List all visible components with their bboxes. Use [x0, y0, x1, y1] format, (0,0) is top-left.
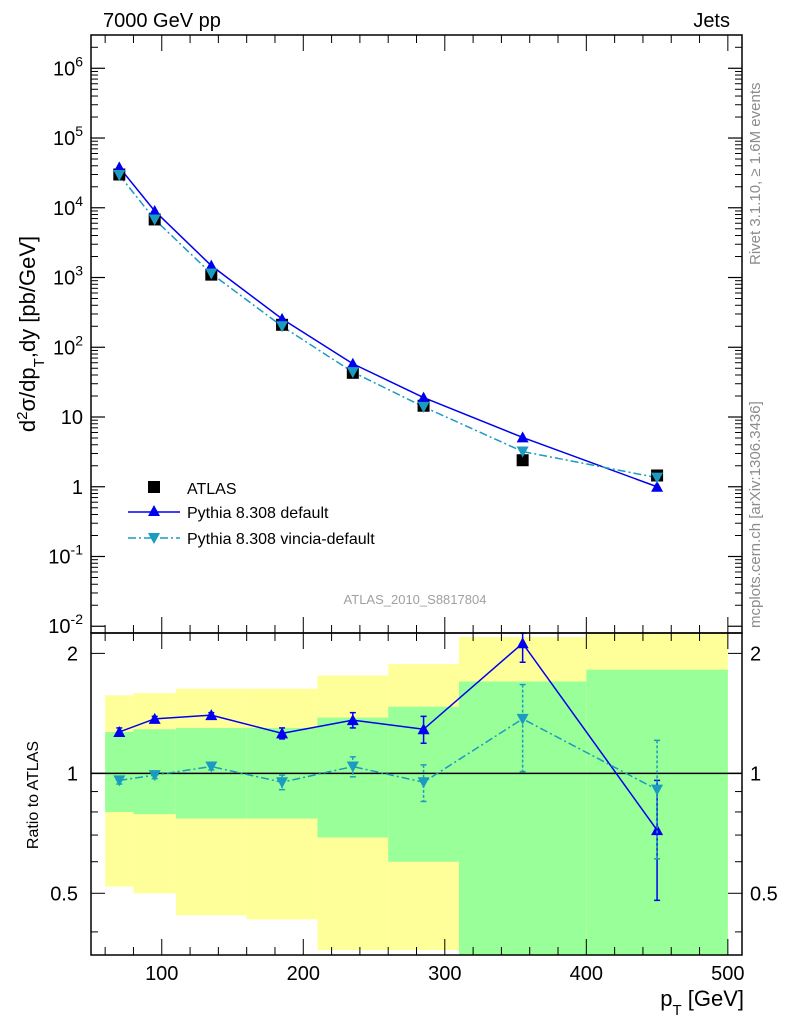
default-data-point [516, 431, 529, 443]
default-data-point [148, 204, 161, 216]
default-data-point [113, 161, 126, 173]
x-tick-label: 100 [145, 963, 178, 985]
ratio-vincia-point [417, 777, 430, 789]
analysis-label: ATLAS_2010_S8817804 [344, 592, 487, 607]
main-y-tick-label: 103 [53, 263, 83, 290]
ratio-vincia-point [516, 713, 529, 725]
ratio-default-point [148, 712, 161, 724]
vincia-data-point [148, 214, 161, 226]
x-tick-label: 300 [428, 963, 461, 985]
main-y-tick-label: 102 [53, 332, 83, 359]
legend-atlas-marker [148, 481, 160, 493]
main-y-tick-label: 1 [72, 477, 83, 499]
legend: ATLAS Pythia 8.308 default Pythia 8.308 … [128, 481, 375, 548]
main-series-line [118, 166, 658, 488]
ratio-default-point [205, 709, 218, 721]
vincia-data-point [113, 170, 126, 182]
main-y-axis-label: d2σ/dpT,dy [pb/GeV] [14, 236, 48, 432]
ratio-y-tick-label-right: 1 [750, 763, 761, 785]
ratio-default-point [417, 723, 430, 735]
x-axis-label: pT [GeV] [660, 986, 744, 1019]
ratio-y-tick-label: 1 [67, 763, 78, 785]
legend-atlas-label: ATLAS [187, 481, 237, 498]
header-right-label: Jets [693, 10, 730, 32]
ratio-default-point [346, 714, 359, 726]
x-tick-label: 400 [570, 963, 603, 985]
main-y-tick-label: 10 [61, 407, 83, 429]
band-layer [105, 633, 728, 955]
vincia-data-point [276, 321, 289, 333]
vincia-data-point [205, 268, 218, 280]
vincia-data-point [346, 367, 359, 379]
x-tick-label: 200 [287, 963, 320, 985]
default-data-point [205, 259, 218, 271]
ratio-y-axis-label: Ratio to ATLAS [25, 741, 42, 849]
ratio-y-tick-label: 0.5 [50, 883, 78, 905]
vincia-data-point [651, 472, 664, 484]
default-data-point [276, 312, 289, 324]
default-data-point [417, 391, 430, 403]
x-tick-label: 500 [711, 963, 744, 985]
ratio-vincia-point [205, 761, 218, 773]
mcplots-label: mcplots.cern.ch [arXiv:1306.3436] [747, 401, 764, 628]
default-data-point [346, 357, 359, 369]
main-y-tick-label: 10-2 [48, 611, 83, 638]
main-y-tick-label: 10-1 [48, 541, 83, 568]
ratio-y-tick-label-right: 0.5 [750, 883, 778, 905]
vincia-data-point [516, 446, 529, 458]
legend-default-label: Pythia 8.308 default [187, 505, 329, 522]
vincia-data-point [417, 401, 430, 413]
ratio-default-point [276, 727, 289, 739]
ratio-default-point [516, 637, 529, 649]
main-series-line [118, 174, 658, 479]
ratio-vincia-point [346, 761, 359, 773]
header-left-label: 7000 GeV pp [103, 10, 221, 32]
ratio-vincia-point [148, 770, 161, 782]
ratio-vincia-point [113, 775, 126, 787]
main-y-tick-label: 106 [53, 53, 83, 80]
main-y-tick-label: 105 [53, 123, 83, 150]
default-data-point [651, 480, 664, 492]
ratio-default-point [113, 725, 126, 737]
ratio-y-tick-label-right: 2 [750, 643, 761, 665]
rivet-version-label: Rivet 3.1.10, ≥ 1.6M events [747, 83, 764, 266]
ratio-vincia-point [276, 777, 289, 789]
ratio-series-line [119, 642, 658, 831]
legend-vincia-marker [148, 533, 160, 544]
ratio-default-point [651, 824, 664, 836]
atlas-data-point [516, 454, 529, 467]
main-y-tick-label: 104 [53, 193, 83, 220]
ratio-y-tick-label: 2 [67, 643, 78, 665]
band-inner-bin [105, 731, 134, 812]
ratio-vincia-point [651, 784, 664, 796]
legend-default-marker [148, 505, 160, 516]
ratio-panel-frame [90, 632, 743, 956]
series-layer [113, 161, 664, 902]
legend-vincia-label: Pythia 8.308 vincia-default [187, 531, 375, 548]
